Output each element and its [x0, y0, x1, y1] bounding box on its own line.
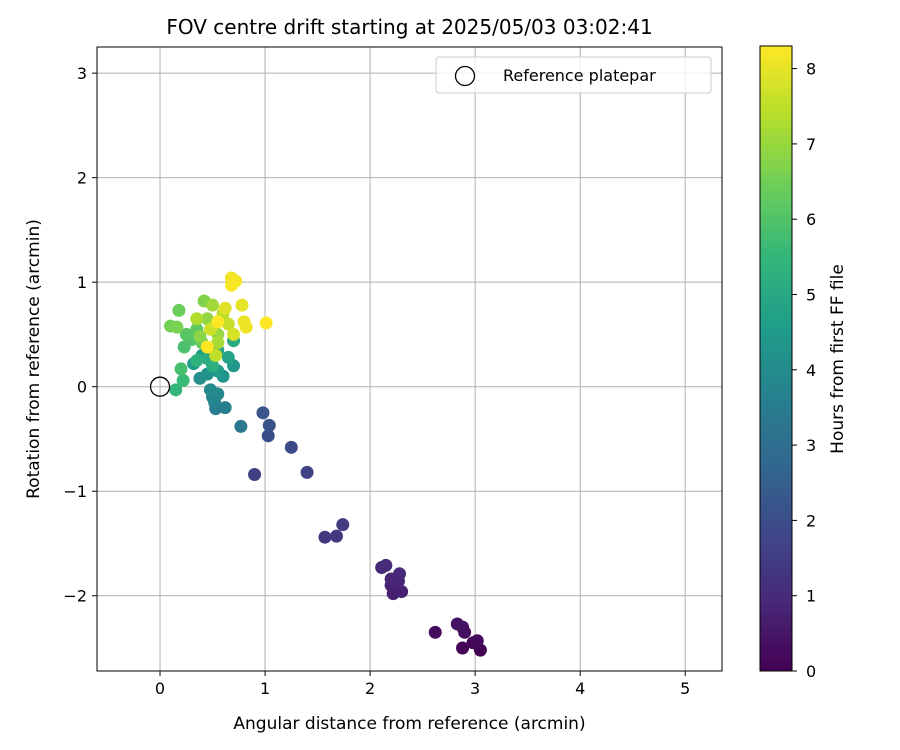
data-point: [172, 303, 186, 317]
colorbar-tick-label: 0: [806, 662, 816, 681]
data-point: [284, 440, 298, 454]
data-point: [206, 298, 220, 312]
x-axis-ticks: 0 1 2 3 4 5: [155, 671, 690, 698]
data-point: [336, 518, 350, 532]
data-point: [193, 330, 207, 344]
data-point: [456, 641, 470, 655]
colorbar: [759, 45, 793, 672]
data-point: [395, 585, 409, 599]
data-point: [235, 298, 249, 312]
data-point: [256, 406, 270, 420]
reference-platepar-marker: [149, 376, 171, 397]
data-point: [234, 419, 248, 433]
data-point: [206, 359, 220, 373]
data-point: [393, 567, 407, 581]
data-point: [224, 278, 238, 292]
colorbar-ticks: 0 1 2 3 4 5 6 7 8: [792, 60, 816, 681]
x-axis-label: Angular distance from reference (arcmin): [233, 714, 585, 734]
data-point: [209, 348, 223, 362]
data-points: [164, 271, 487, 657]
grid-lines: [97, 47, 722, 671]
colorbar-label: Hours from first FF file: [828, 264, 848, 454]
data-point: [190, 312, 204, 326]
data-point: [248, 467, 262, 481]
colorbar-tick-label: 5: [806, 285, 816, 304]
x-tick-label: 5: [680, 679, 690, 698]
y-tick-label: −1: [63, 482, 87, 501]
x-tick-label: 1: [260, 679, 270, 698]
chart-title: FOV centre drift starting at 2025/05/03 …: [166, 15, 652, 39]
data-point: [174, 362, 188, 376]
data-point: [259, 316, 273, 330]
x-tick-label: 4: [575, 679, 585, 698]
colorbar-tick-label: 4: [806, 361, 816, 380]
data-point: [190, 354, 204, 368]
colorbar-tick-label: 2: [806, 511, 816, 530]
data-point: [221, 350, 235, 364]
data-point: [179, 327, 193, 341]
data-point: [211, 315, 225, 329]
legend-label: Reference platepar: [503, 66, 656, 85]
y-tick-label: 0: [77, 378, 87, 397]
data-point: [200, 340, 214, 354]
data-point: [170, 320, 184, 334]
data-point: [218, 401, 232, 415]
legend-marker-icon: [454, 65, 476, 87]
data-point: [169, 383, 183, 397]
y-axis-label: Rotation from reference (arcmin): [24, 219, 44, 499]
data-point: [227, 327, 241, 341]
plot-frame: [96, 46, 723, 672]
colorbar-tick-label: 3: [806, 436, 816, 455]
y-tick-label: 2: [77, 169, 87, 188]
data-point: [379, 558, 393, 572]
data-point: [262, 418, 276, 432]
data-point: [300, 465, 314, 479]
data-point: [329, 529, 343, 543]
colorbar-tick-label: 8: [806, 60, 816, 79]
data-point: [239, 320, 253, 334]
data-point: [261, 429, 275, 443]
legend: Reference platepar: [435, 56, 712, 94]
y-tick-label: 3: [77, 64, 87, 83]
colorbar-tick-label: 6: [806, 210, 816, 229]
legend-box: [435, 56, 712, 94]
y-tick-label: 1: [77, 273, 87, 292]
colorbar-tick-label: 7: [806, 135, 816, 154]
data-point: [470, 634, 484, 648]
data-point: [211, 336, 225, 350]
data-point: [450, 617, 464, 631]
y-axis-ticks: −2 −1 0 1 2 3: [63, 64, 97, 606]
data-point: [218, 301, 232, 315]
data-point: [318, 530, 332, 544]
data-point: [176, 373, 190, 387]
y-tick-label: −2: [63, 587, 87, 606]
data-point: [200, 312, 214, 326]
x-tick-label: 3: [470, 679, 480, 698]
data-point: [221, 317, 235, 331]
data-point: [428, 625, 442, 639]
x-tick-label: 2: [365, 679, 375, 698]
data-point: [203, 383, 217, 397]
x-tick-label: 0: [155, 679, 165, 698]
colorbar-tick-label: 1: [806, 587, 816, 606]
